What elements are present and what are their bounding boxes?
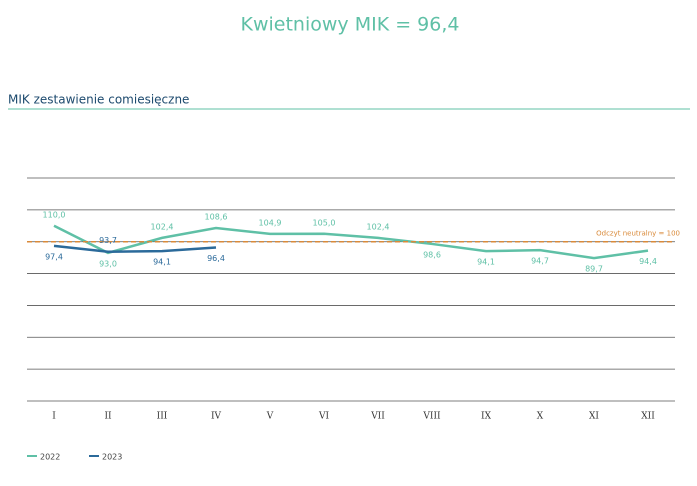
data-label: 102,4 — [367, 222, 390, 231]
x-tick-label: V — [266, 412, 274, 422]
data-label: 93,0 — [99, 259, 117, 268]
reference-label: Odczyt neutralny = 100 — [596, 230, 680, 238]
x-tick-label: XII — [641, 412, 655, 422]
data-label: 108,6 — [205, 213, 228, 222]
x-tick-label: IX — [481, 412, 492, 422]
data-label: 110,0 — [43, 210, 66, 219]
data-label: 104,9 — [259, 218, 282, 227]
x-tick-label: VI — [318, 412, 329, 422]
series-line — [53, 224, 649, 260]
data-label: 96,4 — [207, 254, 225, 263]
data-label: 102,4 — [151, 222, 174, 231]
data-label: 98,6 — [423, 250, 441, 259]
x-tick-label: X — [537, 412, 544, 422]
data-label: 89,7 — [585, 265, 603, 274]
data-label: 97,4 — [45, 252, 63, 261]
x-tick-label: XI — [589, 412, 599, 422]
chart-subtitle: MIK zestawienie comiesięczne — [8, 93, 189, 107]
x-tick-label: II — [104, 412, 112, 422]
data-label: 94,1 — [153, 258, 171, 267]
x-tick-label: I — [52, 412, 56, 422]
legend-label: 2023 — [102, 453, 122, 462]
data-label: 94,7 — [531, 257, 549, 266]
data-label: 94,4 — [639, 257, 657, 266]
series-line — [53, 244, 217, 253]
x-tick-label: III — [157, 412, 168, 422]
x-tick-label: IV — [211, 412, 222, 422]
data-label: 93,7 — [99, 236, 117, 245]
legend-label: 2022 — [40, 453, 60, 462]
data-label: 94,1 — [477, 258, 495, 267]
data-label: 105,0 — [313, 218, 336, 227]
x-tick-label: VIII — [422, 412, 441, 422]
x-tick-label: VII — [370, 412, 385, 422]
chart-title: Kwietniowy MIK = 96,4 — [241, 14, 460, 36]
